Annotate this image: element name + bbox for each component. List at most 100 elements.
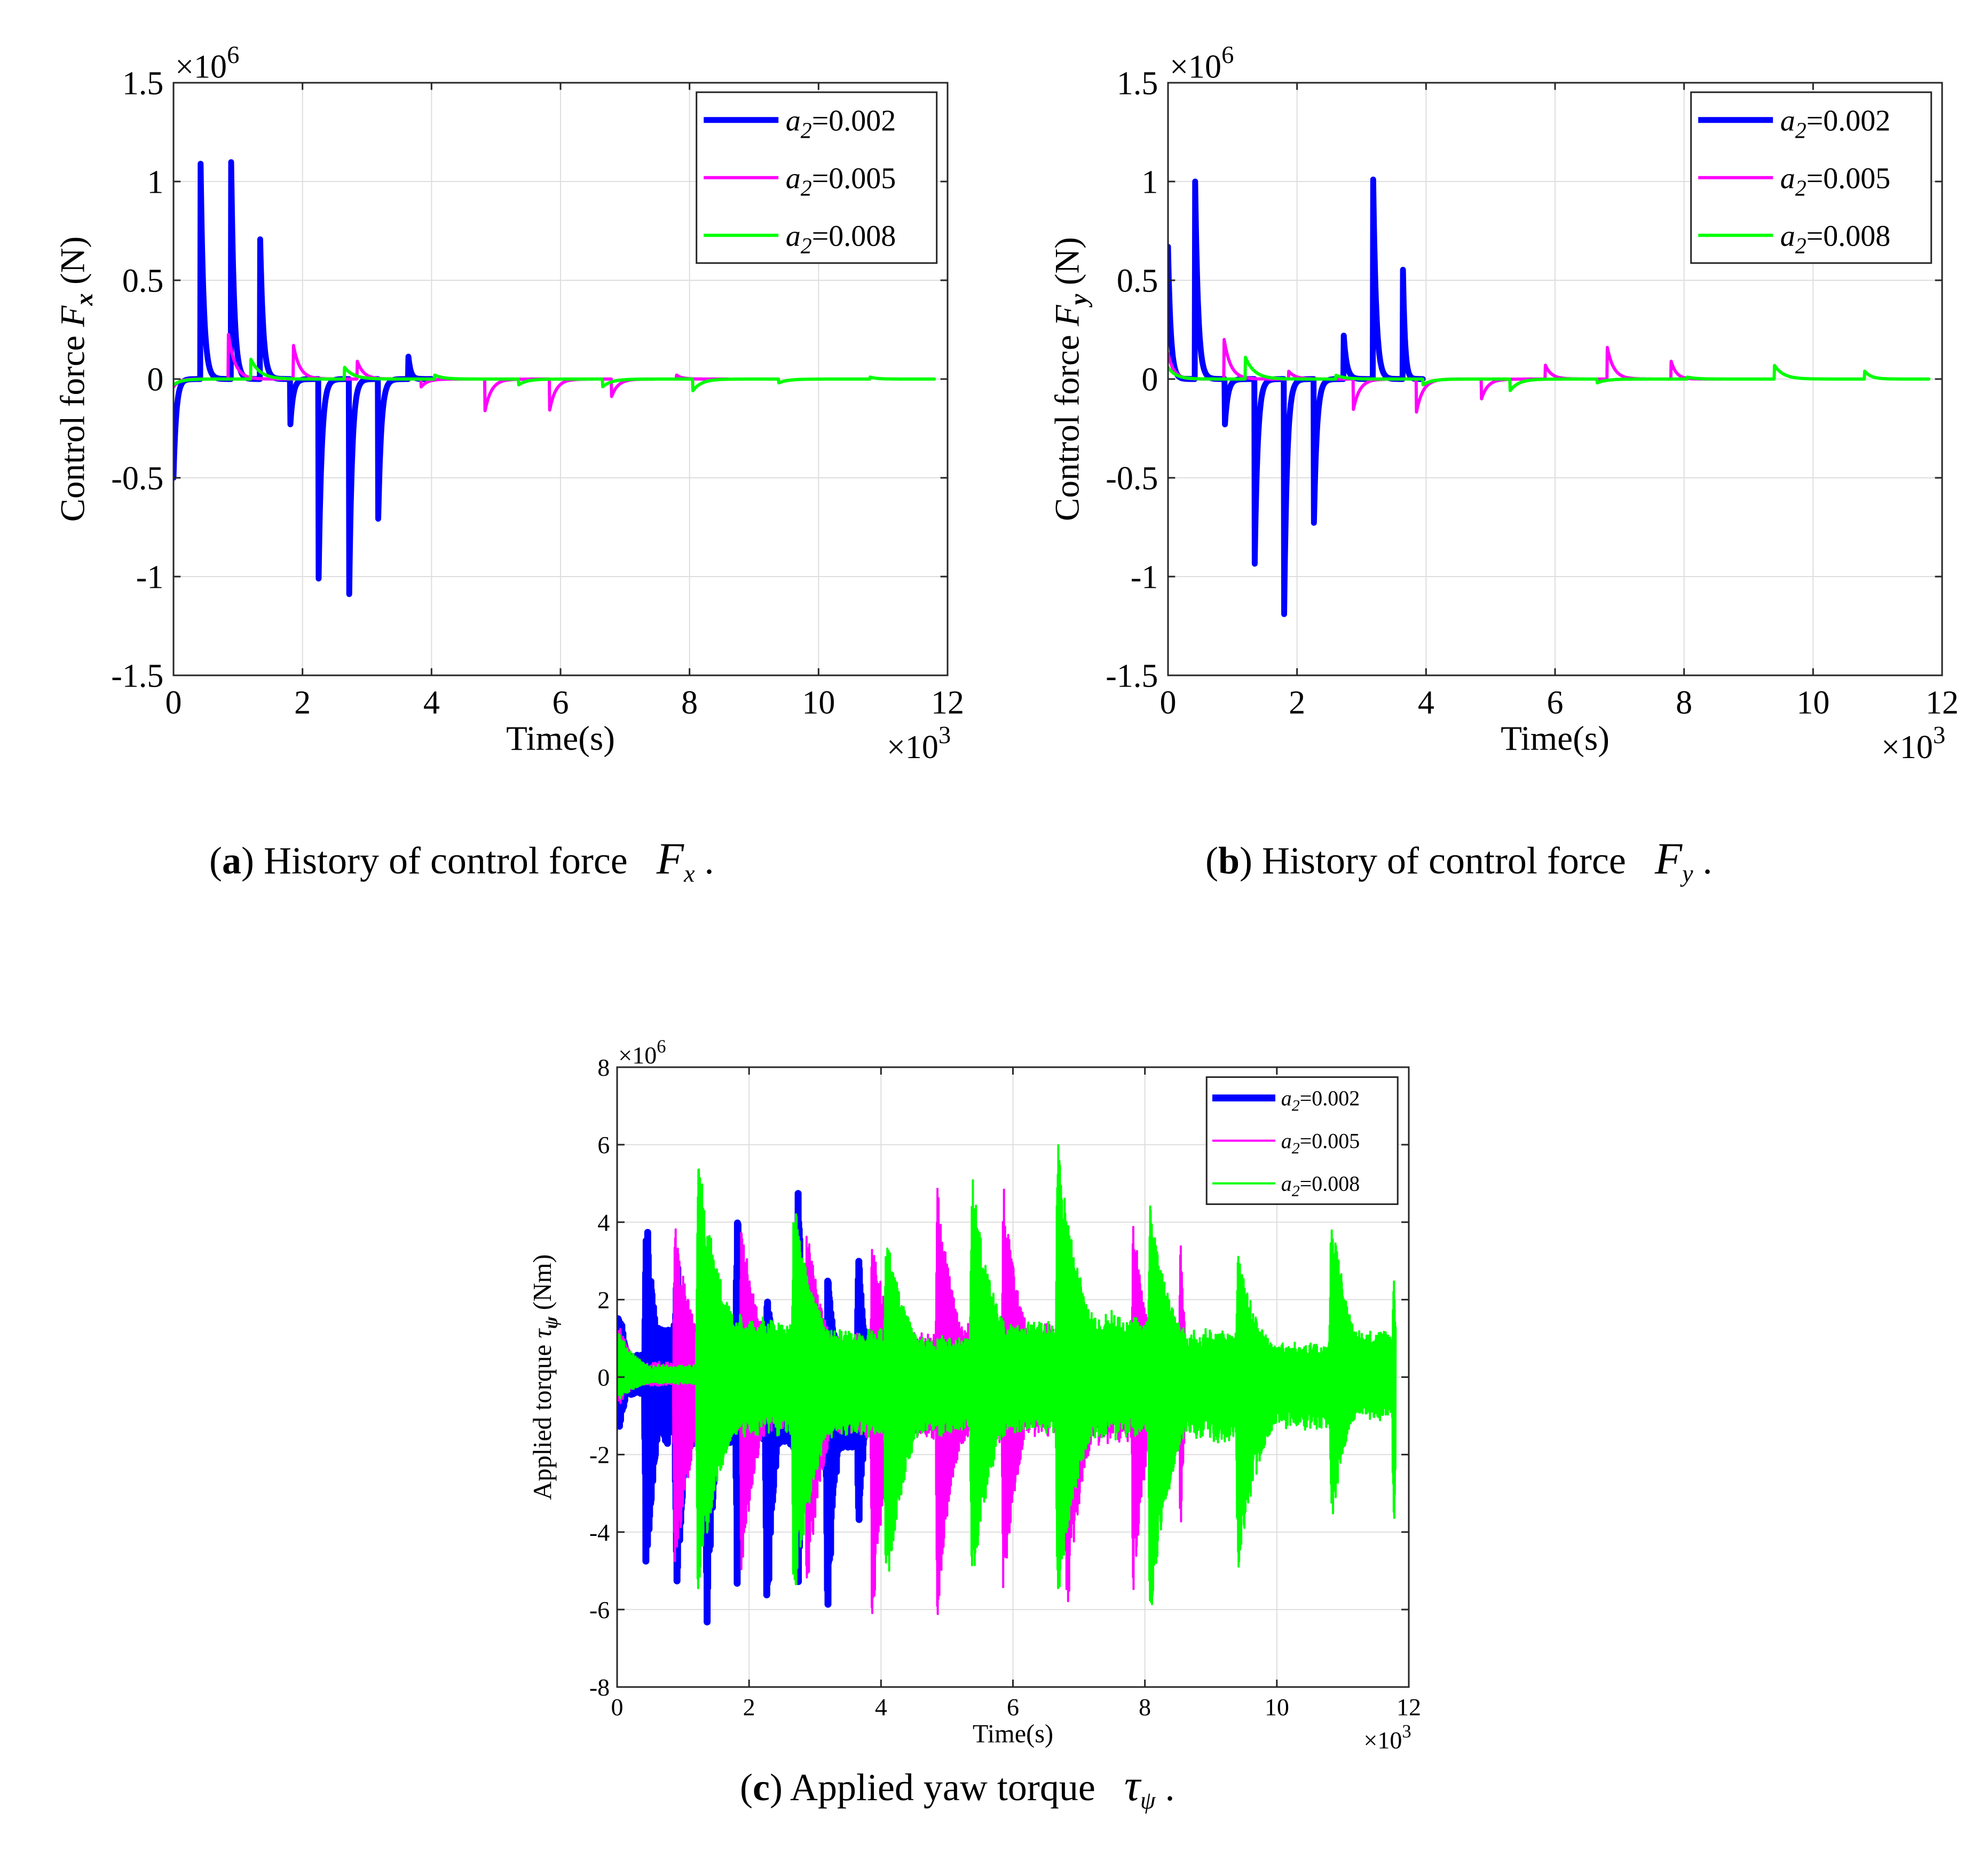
y-tick-label: -4 xyxy=(589,1519,610,1546)
caption-a-letter: a xyxy=(222,839,241,882)
legend-label-2: a2=0.005 xyxy=(1281,1129,1360,1157)
legend-sub: 2 xyxy=(801,119,812,143)
x-exponent-power: 3 xyxy=(938,722,951,749)
legend-value: =0.008 xyxy=(812,219,896,253)
y-exponent-label: ×106 xyxy=(1170,42,1234,85)
x-tick-label: 6 xyxy=(1007,1693,1019,1721)
legend-symbol: a xyxy=(1281,1086,1292,1110)
y-tick-label: 8 xyxy=(597,1054,610,1081)
series-layer xyxy=(173,159,936,597)
y-exponent-power: 6 xyxy=(657,1036,666,1057)
y-tick-label: 1 xyxy=(147,164,163,201)
y-tick-label: 0.5 xyxy=(1117,263,1158,299)
legend: a2=0.002 a2=0.005 a2=0.008 xyxy=(1690,91,1932,264)
caption-c-symbol: τ xyxy=(1124,1761,1140,1810)
legend-symbol: a xyxy=(786,219,801,253)
y-exponent-power: 6 xyxy=(1221,42,1234,69)
y-tick-label: -1.5 xyxy=(1106,658,1158,695)
y-tick-label: -1 xyxy=(136,559,164,596)
legend-sub: 2 xyxy=(801,234,812,258)
x-tick-label: 4 xyxy=(875,1693,887,1721)
x-tick-label: 8 xyxy=(1676,684,1692,721)
y-tick-label: -1 xyxy=(1131,559,1158,596)
y-exponent-power: 6 xyxy=(227,42,239,69)
caption-a-text: History of control force xyxy=(263,839,628,882)
series-line-3 xyxy=(1168,356,1931,392)
y-tick-label: 2 xyxy=(597,1286,610,1313)
x-exponent-power: 3 xyxy=(1402,1721,1411,1741)
chart-b: 0 2 4 6 8 10 12 -1.5 -1 -0.5 0 0.5 1 1.5 ×106 ×103 Time(… xyxy=(1048,42,1959,766)
x-tick-label: 4 xyxy=(423,684,440,721)
y-tick-label: 0 xyxy=(597,1364,610,1391)
y-tick-label: -0.5 xyxy=(111,461,163,497)
x-tick-label: 2 xyxy=(294,684,311,721)
y-tick-label: 1.5 xyxy=(1117,66,1158,102)
series-line-3 xyxy=(173,358,936,392)
caption-c-text: Applied yaw torque xyxy=(790,1766,1095,1809)
y-tick-label: 0 xyxy=(147,362,163,398)
legend-label-1: a2=0.002 xyxy=(1780,104,1891,143)
y-exponent-label: ×106 xyxy=(618,1036,666,1069)
x-exponent-label: ×103 xyxy=(887,722,951,766)
y-tick-label: -1.5 xyxy=(111,658,163,695)
y-exponent-label: ×106 xyxy=(175,42,239,85)
x-tick-label: 4 xyxy=(1418,684,1434,721)
legend-sub: 2 xyxy=(1292,1183,1300,1200)
legend-symbol: a xyxy=(1281,1129,1292,1153)
y-axis-label: Applied torque τψ (Nm) xyxy=(528,1254,562,1500)
y-tick-label: 4 xyxy=(597,1209,610,1236)
legend-symbol: a xyxy=(1780,219,1795,253)
legend-symbol: a xyxy=(1780,162,1795,195)
y-tick-label: 0 xyxy=(1141,362,1158,398)
caption-b-letter: b xyxy=(1218,839,1240,882)
x-tick-label: 12 xyxy=(1397,1693,1421,1721)
legend-label-3: a2=0.008 xyxy=(786,219,896,258)
x-tick-label: 6 xyxy=(553,684,569,721)
legend-label-3: a2=0.008 xyxy=(1780,219,1891,258)
legend-label-1: a2=0.002 xyxy=(1281,1086,1360,1115)
legend-symbol: a xyxy=(1281,1172,1292,1196)
x-tick-label: 8 xyxy=(681,684,698,721)
x-exponent-label: ×103 xyxy=(1363,1721,1411,1754)
x-axis-label: Time(s) xyxy=(506,720,615,758)
legend-label-2: a2=0.005 xyxy=(1780,162,1891,201)
caption-b-symbol: F xyxy=(1654,834,1683,884)
x-tick-label: 10 xyxy=(1796,684,1829,721)
y-tick-label: 6 xyxy=(597,1131,610,1158)
series-layer xyxy=(1168,176,1931,617)
caption-c-end: . xyxy=(1165,1766,1175,1809)
legend-sub: 2 xyxy=(801,176,812,201)
caption-b-text: History of control force xyxy=(1262,839,1626,882)
legend-value: =0.002 xyxy=(812,104,896,137)
x-axis-label: Time(s) xyxy=(1501,720,1610,758)
legend-value: =0.002 xyxy=(1300,1086,1360,1110)
x-tick-label: 10 xyxy=(1265,1693,1289,1721)
x-tick-label: 12 xyxy=(1926,684,1959,721)
legend-value: =0.008 xyxy=(1300,1172,1360,1196)
y-tick-label: -6 xyxy=(589,1596,610,1623)
chart-c: 0 2 4 6 8 10 12 -8 -6 -4 -2 0 2 4 6 8 ×106 ×103 Time(s) App… xyxy=(528,1036,1421,1754)
caption-b: (b) History of control force Fy . xyxy=(1205,834,1713,887)
caption-a-end: . xyxy=(704,839,714,882)
legend-sub: 2 xyxy=(1292,1140,1300,1157)
x-tick-label: 10 xyxy=(802,684,835,721)
x-axis-label: Time(s) xyxy=(973,1720,1053,1748)
caption-a-sub: x xyxy=(684,860,695,887)
legend-sub: 2 xyxy=(1795,234,1806,258)
y-tick-label: 0.5 xyxy=(122,263,164,299)
caption-b-sub: y xyxy=(1682,860,1693,887)
x-exponent-label: ×103 xyxy=(1881,722,1945,766)
legend-symbol: a xyxy=(786,162,801,195)
y-axis-label-prefix: Control force xyxy=(54,327,92,522)
legend-sub: 2 xyxy=(1795,176,1806,201)
legend-label-2: a2=0.005 xyxy=(786,162,896,201)
y-axis-label-sub: x xyxy=(71,293,98,306)
x-tick-label: 0 xyxy=(165,684,182,721)
y-axis-label-suffix: (N) xyxy=(54,237,92,294)
x-exponent-power: 3 xyxy=(1933,722,1945,749)
x-tick-label: 2 xyxy=(743,1693,755,1721)
caption-a-symbol: F xyxy=(656,834,684,884)
